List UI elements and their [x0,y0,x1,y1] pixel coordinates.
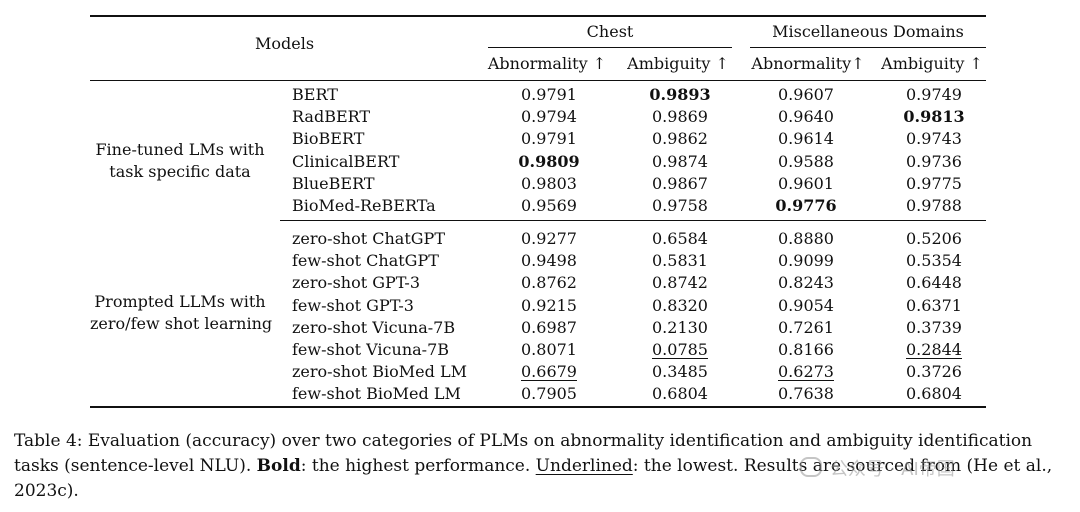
table-cell: 0.9601 [778,173,834,193]
subheader-chest-ambiguity: Ambiguity ↑ [627,54,729,73]
table-cell: 0.5354 [906,251,962,271]
model-name: few-shot Vicuna-7B [292,340,449,359]
table-cell: 0.8320 [652,295,708,315]
model-name: BERT [292,85,338,104]
misc-cmidrule [750,47,986,48]
table-cell: 0.9791 [521,129,577,149]
caption-prefix: Table 4: Evaluation (accuracy) over two … [14,431,1033,476]
table-cell: 0.9893 [649,85,711,104]
subheader-misc-abnormality: Abnormality↑ [751,54,865,73]
table-cell: 0.8071 [521,340,577,359]
table-cell: 0.6371 [906,295,962,315]
table-cell: 0.8742 [652,273,708,293]
table-cell: 0.8880 [778,229,834,248]
table-cell: 0.3739 [906,317,962,337]
table-cell: 0.6679 [521,362,577,382]
group-header-chest: Chest [586,22,634,41]
table-cell: 0.7638 [778,384,834,404]
table-caption: Table 4: Evaluation (accuracy) over two … [14,429,1070,504]
chest-cmidrule [488,47,732,48]
table-cell: 0.0785 [652,340,708,359]
model-name: BioMed-ReBERTa [292,196,436,215]
model-name: few-shot ChatGPT [292,251,439,271]
group-label-line: Prompted LLMs with [94,292,266,311]
table-cell: 0.9862 [652,129,708,149]
group-label-finetuned: Fine-tuned LMs with task specific data [90,139,270,183]
table-cell: 0.9794 [521,107,577,127]
table-cell: 0.9215 [521,295,577,315]
caption-mid: : the highest performance. [300,456,536,476]
group-label-line: task specific data [109,162,251,181]
table-cell: 0.9809 [518,151,580,171]
model-name: zero-shot GPT-3 [292,273,420,293]
table-cell: 0.8762 [521,273,577,293]
table-cell: 0.9867 [652,173,708,193]
table-cell: 0.6804 [906,384,962,404]
model-name: RadBERT [292,107,371,127]
table-cell: 0.7261 [778,317,834,337]
table-cell: 0.2130 [652,317,708,337]
table-cell: 0.9614 [778,129,834,149]
models-header: Models [255,34,315,53]
table-cell: 0.8166 [778,340,834,359]
model-name: zero-shot Vicuna-7B [292,317,456,337]
table-cell: 0.9736 [906,151,962,171]
caption-bold-label: Bold [256,456,301,476]
table-cell: 0.9588 [778,151,834,171]
table-cell: 0.9813 [903,107,965,127]
bottom-rule [90,406,986,408]
model-name: BlueBERT [292,173,375,193]
table-cell: 0.9277 [521,229,577,248]
group-label-prompted: Prompted LLMs with zero/few shot learnin… [90,291,273,335]
table-cell: 0.9569 [521,196,577,215]
table-cell: 0.9775 [906,173,962,193]
table-cell: 0.9498 [521,251,577,271]
table-cell: 0.9874 [652,151,708,171]
table-cell: 0.9869 [652,107,708,127]
chat-bubble-icon [800,457,822,477]
table-cell: 0.3485 [652,362,708,382]
group-header-misc: Miscellaneous Domains [772,22,964,41]
subheader-chest-abnormality: Abnormality ↑ [487,54,607,73]
caption-suffix: : the lowest. Results are sourced from (… [14,456,1053,501]
watermark: 公众号 · AI帝国 [800,455,955,481]
table-cell: 0.9791 [521,85,577,104]
caption-underline-label: Underlined [535,456,633,476]
model-name: zero-shot ChatGPT [292,229,445,248]
table-cell: 0.6273 [778,362,834,382]
table-cell: 0.9776 [775,196,837,215]
table-cell: 0.9788 [906,196,962,215]
table-cell: 0.9749 [906,85,962,104]
table-cell: 0.7905 [521,384,577,404]
subheader-misc-ambiguity: Ambiguity ↑ [881,54,983,73]
model-name: few-shot BioMed LM [292,384,461,404]
top-rule [90,15,986,17]
model-name: BioBERT [292,129,365,149]
table-cell: 0.8243 [778,273,834,293]
table-cell: 0.6804 [652,384,708,404]
group-label-line: zero/few shot learning [90,314,273,333]
table-cell: 0.5206 [906,229,962,248]
table-cell: 0.2844 [906,340,962,359]
table-cell: 0.9054 [778,295,834,315]
table-cell: 0.5831 [652,251,708,271]
table-cell: 0.6987 [521,317,577,337]
group-separator-rule [280,220,986,221]
table-cell: 0.9099 [778,251,834,271]
header-rule [90,80,986,81]
watermark-text: 公众号 · AI帝国 [830,459,955,480]
table-cell: 0.9803 [521,173,577,193]
table-cell: 0.6584 [652,229,708,248]
table-cell: 0.9607 [778,85,834,104]
model-name: ClinicalBERT [292,151,400,171]
table-cell: 0.3726 [906,362,962,382]
group-label-line: Fine-tuned LMs with [95,140,265,159]
table-cell: 0.9640 [778,107,834,127]
table-cell: 0.9758 [652,196,708,215]
model-name: zero-shot BioMed LM [292,362,467,382]
model-name: few-shot GPT-3 [292,295,414,315]
table-cell: 0.6448 [906,273,962,293]
table-cell: 0.9743 [906,129,962,149]
